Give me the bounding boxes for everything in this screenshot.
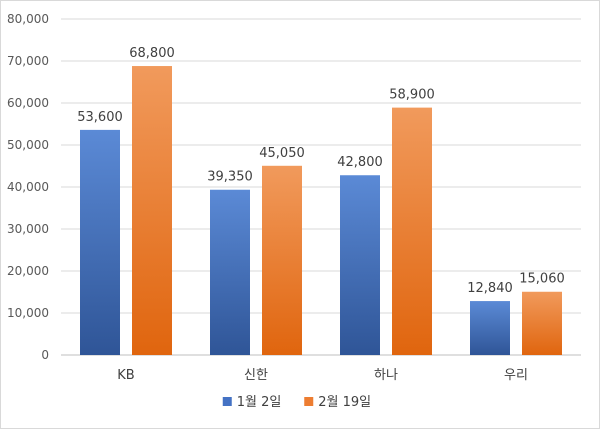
bar-series2-2 bbox=[392, 107, 432, 356]
legend-label: 1월 2일 bbox=[237, 395, 282, 410]
legend-swatch bbox=[304, 397, 314, 406]
data-labels: 53,600 68,800 39,350 45,050 42,800 58,900 12,8… bbox=[77, 46, 565, 296]
y-tick-label: 80,000 bbox=[7, 12, 49, 26]
data-label: 58,900 bbox=[389, 88, 435, 103]
bar-series2-3 bbox=[522, 291, 562, 355]
bar-series1-1 bbox=[210, 189, 250, 355]
y-tick-label: 40,000 bbox=[7, 180, 49, 194]
legend-swatch bbox=[222, 397, 232, 406]
data-label: 68,800 bbox=[129, 46, 175, 61]
data-label: 15,060 bbox=[519, 272, 565, 287]
data-label: 39,350 bbox=[207, 170, 253, 185]
data-label: 42,800 bbox=[337, 155, 383, 170]
y-tick-label: 0 bbox=[41, 348, 49, 362]
y-tick-label: 30,000 bbox=[7, 222, 49, 236]
bar-series2-1 bbox=[262, 165, 302, 355]
data-label: 45,050 bbox=[259, 146, 305, 161]
category-label: 신한 bbox=[244, 368, 268, 383]
legend: 1월 2일 2월 19일 bbox=[222, 395, 371, 410]
y-tick-label: 20,000 bbox=[7, 264, 49, 278]
data-label: 12,840 bbox=[467, 281, 513, 296]
category-label: 하나 bbox=[374, 368, 398, 383]
category-label: KB bbox=[117, 368, 134, 383]
y-tick-label: 70,000 bbox=[7, 54, 49, 68]
legend-item-1: 1월 2일 bbox=[222, 395, 282, 410]
category-label: 우리 bbox=[504, 368, 528, 383]
data-label: 53,600 bbox=[77, 110, 123, 125]
bar-series2-0 bbox=[132, 66, 172, 355]
y-axis-tick-labels: 0 10,000 20,000 30,000 40,000 50,000 60,000 70,… bbox=[7, 12, 49, 362]
y-tick-label: 10,000 bbox=[7, 306, 49, 320]
bars bbox=[80, 66, 562, 356]
legend-item-2: 2월 19일 bbox=[304, 395, 371, 410]
legend-label: 2월 19일 bbox=[318, 395, 371, 410]
bar-series1-3 bbox=[470, 301, 510, 355]
bar-series1-2 bbox=[340, 175, 380, 355]
y-tick-label: 60,000 bbox=[7, 96, 49, 110]
x-axis-category-labels: KB 신한 하나 우리 bbox=[117, 368, 528, 383]
y-tick-label: 50,000 bbox=[7, 138, 49, 152]
bar-series1-0 bbox=[80, 129, 120, 355]
